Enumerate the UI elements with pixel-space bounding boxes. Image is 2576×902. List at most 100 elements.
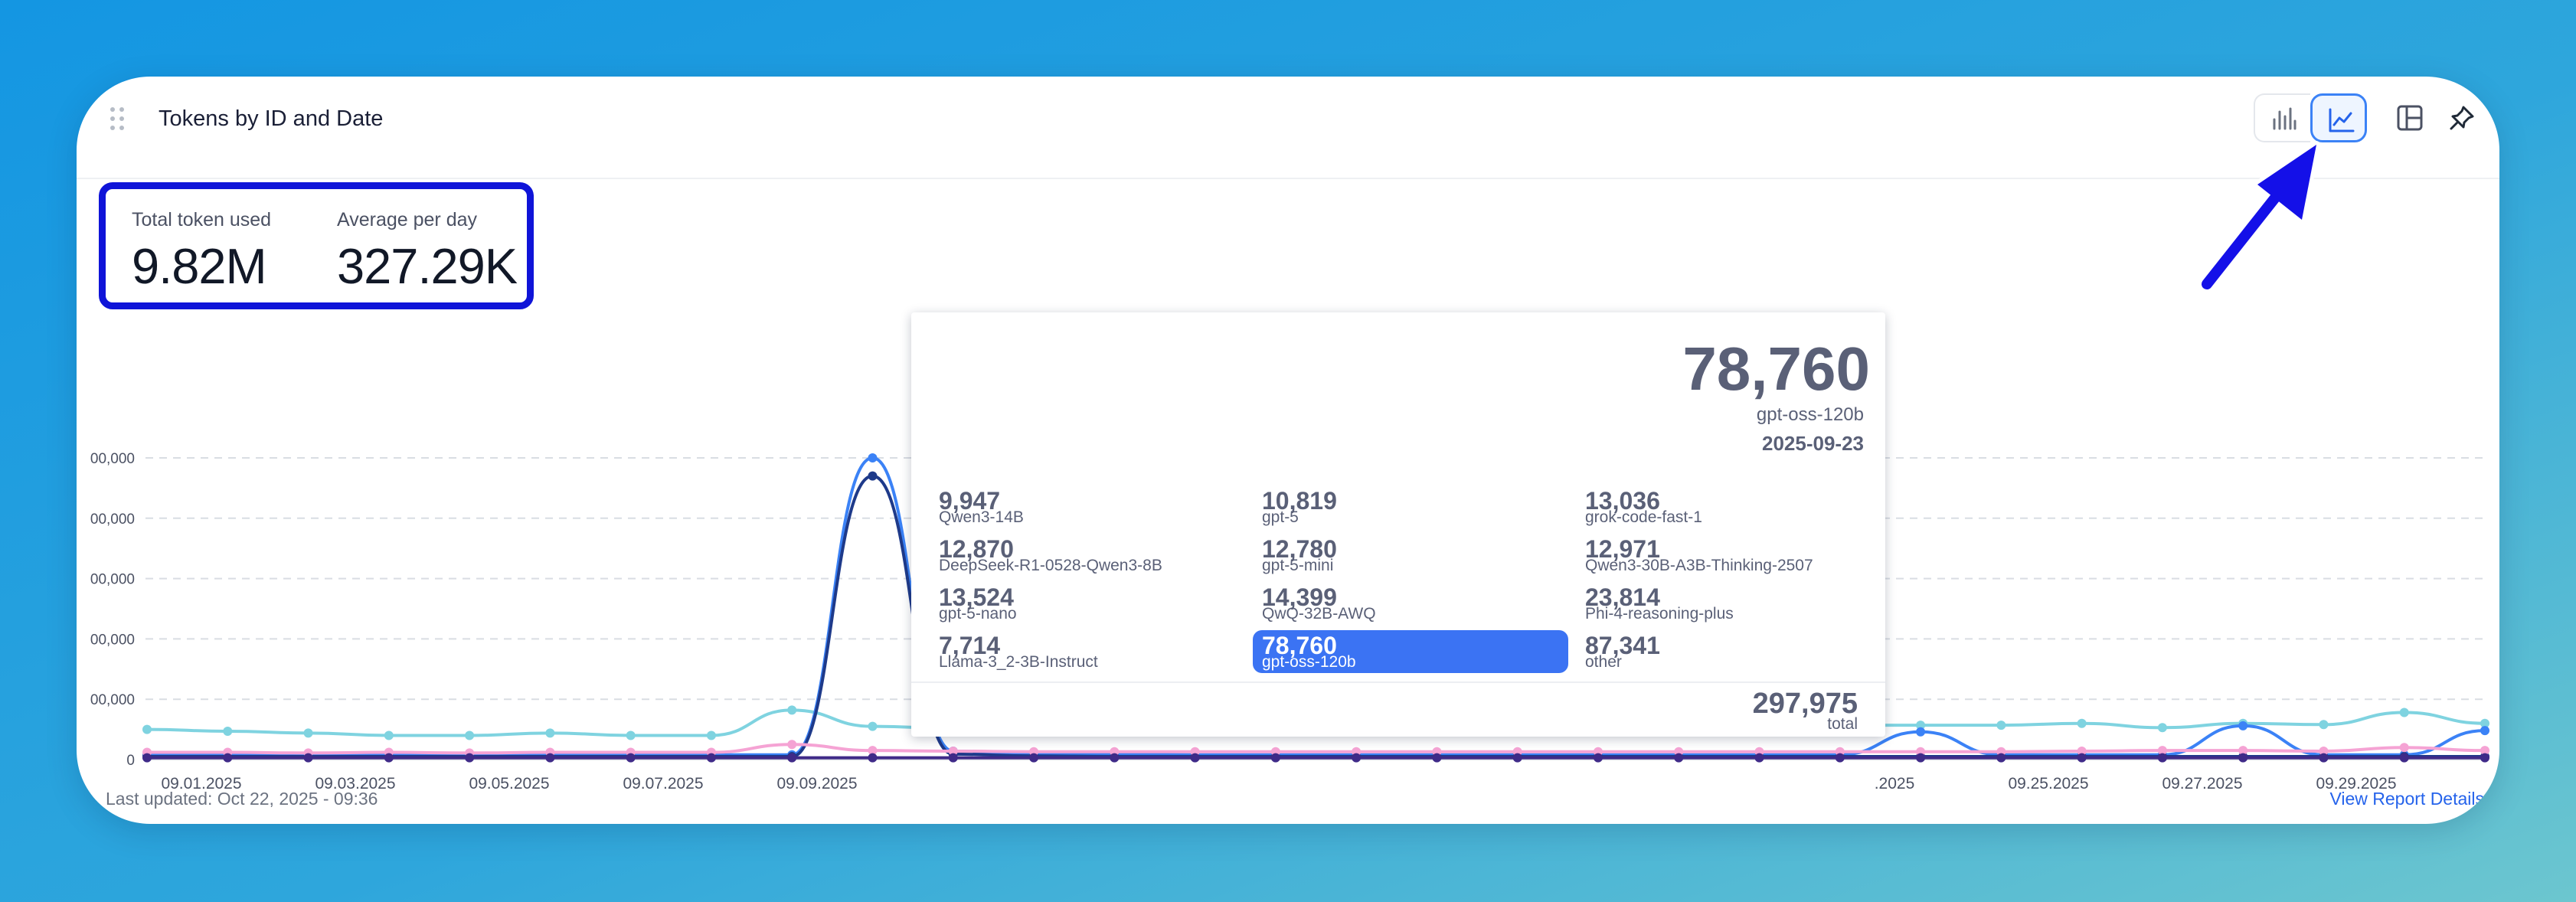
- y-tick-label: 00,000: [90, 632, 135, 648]
- tokens-widget-card: Tokens by ID and Date: [77, 77, 2499, 824]
- data-point[interactable]: [2319, 753, 2329, 763]
- data-point[interactable]: [787, 705, 797, 715]
- data-point[interactable]: [1674, 753, 1684, 763]
- data-point[interactable]: [1593, 753, 1603, 763]
- tooltip-model: gpt-oss-120b: [1756, 404, 1864, 425]
- tooltip-divider: [911, 681, 1885, 683]
- data-point[interactable]: [2480, 753, 2489, 763]
- pin-icon: [2450, 106, 2474, 130]
- data-point[interactable]: [1190, 753, 1200, 763]
- x-tick-label: 09.05.2025: [469, 775, 549, 793]
- data-point[interactable]: [1916, 753, 1926, 763]
- data-point[interactable]: [545, 753, 555, 763]
- kpi-value: 327.29K: [337, 238, 518, 294]
- kpi-label: Average per day: [337, 209, 477, 230]
- data-point[interactable]: [2399, 743, 2409, 753]
- bar-chart-view-button[interactable]: [2254, 93, 2310, 142]
- data-point[interactable]: [626, 730, 636, 740]
- series-line-3[interactable]: [146, 743, 2486, 755]
- tooltip-item-value: 12,780: [1262, 535, 1337, 563]
- tooltip-item-value: 12,971: [1585, 535, 1660, 563]
- line-chart-view-button[interactable]: [2310, 93, 2367, 142]
- kpi-total-tokens: Total token used 9.82M: [132, 209, 271, 295]
- data-point[interactable]: [868, 471, 878, 481]
- data-point[interactable]: [1996, 753, 2006, 763]
- data-point[interactable]: [1996, 721, 2006, 730]
- data-point[interactable]: [2077, 718, 2087, 728]
- line-chart-icon: [2329, 108, 2355, 132]
- data-point[interactable]: [1110, 753, 1120, 763]
- data-point[interactable]: [868, 746, 878, 756]
- tooltip-item-value: 78,760: [1262, 632, 1337, 659]
- data-point[interactable]: [223, 726, 233, 736]
- drag-handle-icon[interactable]: [110, 107, 129, 132]
- pin-button[interactable]: [2434, 93, 2490, 142]
- data-point[interactable]: [787, 740, 797, 750]
- data-point[interactable]: [2399, 708, 2409, 717]
- data-point[interactable]: [1029, 753, 1039, 763]
- data-point[interactable]: [787, 753, 797, 763]
- data-point[interactable]: [706, 753, 716, 763]
- data-point[interactable]: [706, 730, 716, 740]
- data-point[interactable]: [1916, 721, 1926, 730]
- data-point[interactable]: [303, 753, 313, 763]
- data-point[interactable]: [868, 453, 878, 462]
- data-point[interactable]: [142, 724, 152, 734]
- last-updated-text: Last updated: Oct 22, 2025 - 09:36: [106, 789, 378, 809]
- data-point[interactable]: [1270, 753, 1280, 763]
- data-point[interactable]: [868, 721, 878, 731]
- layout-button[interactable]: [2381, 93, 2438, 142]
- tooltip-item-model: other: [1585, 653, 1622, 671]
- chart-tooltip: 78,760 gpt-oss-120b 2025-09-23 9,947 Qwen…: [911, 312, 1885, 737]
- data-point[interactable]: [545, 728, 555, 738]
- data-point[interactable]: [2480, 746, 2489, 756]
- tooltip-item: 12,971 Qwen3-30B-A3B-Thinking-2507: [1576, 534, 1891, 577]
- data-point[interactable]: [2319, 746, 2329, 756]
- y-tick-label: 00,000: [90, 511, 135, 528]
- data-point[interactable]: [2319, 720, 2329, 730]
- data-point[interactable]: [2238, 753, 2248, 763]
- tooltip-item: 10,819 gpt-5: [1253, 485, 1568, 528]
- data-point[interactable]: [868, 753, 878, 763]
- tooltip-item: 9,947 Qwen3-14B: [930, 485, 1245, 528]
- data-point[interactable]: [2238, 721, 2248, 730]
- data-point[interactable]: [1512, 753, 1522, 763]
- data-point[interactable]: [1432, 753, 1442, 763]
- tooltip-item-value: 9,947: [939, 487, 1001, 515]
- annotation-arrow-icon: [2198, 141, 2320, 292]
- data-point[interactable]: [303, 728, 313, 738]
- data-point[interactable]: [142, 753, 152, 763]
- data-point[interactable]: [2157, 746, 2167, 756]
- data-point[interactable]: [2077, 746, 2087, 756]
- data-point[interactable]: [2399, 753, 2409, 763]
- data-point[interactable]: [2077, 753, 2087, 763]
- data-point[interactable]: [465, 753, 475, 763]
- tokens-line-chart[interactable]: 00,000 00,000 00,000 00,000 00,000 0 09.01.202…: [77, 368, 2499, 796]
- data-point[interactable]: [2238, 746, 2248, 756]
- data-point[interactable]: [2157, 753, 2167, 763]
- data-point[interactable]: [2480, 726, 2489, 736]
- data-point[interactable]: [948, 753, 958, 763]
- view-report-link[interactable]: View Report Details: [2329, 789, 2484, 809]
- tooltip-item-model: gpt-5-mini: [1262, 557, 1334, 574]
- tooltip-item: 87,341 other: [1576, 630, 1891, 673]
- data-point[interactable]: [948, 746, 958, 756]
- tooltip-item-value: 13,524: [939, 583, 1014, 611]
- data-point[interactable]: [626, 753, 636, 763]
- data-point[interactable]: [1754, 753, 1764, 763]
- data-point[interactable]: [1835, 753, 1845, 763]
- widget-title: Tokens by ID and Date: [159, 106, 384, 131]
- data-point[interactable]: [1352, 753, 1362, 763]
- data-point[interactable]: [223, 753, 233, 763]
- tooltip-item: 23,814 Phi-4-reasoning-plus: [1576, 582, 1891, 625]
- data-point[interactable]: [384, 730, 394, 740]
- tooltip-item: 7,714 Llama-3_2-3B-Instruct: [930, 630, 1245, 673]
- kpi-highlight-box: Total token used 9.82M Average per day 3…: [99, 182, 534, 309]
- data-point[interactable]: [2157, 723, 2167, 733]
- data-point[interactable]: [1916, 727, 1926, 737]
- data-point[interactable]: [465, 730, 475, 740]
- data-point[interactable]: [384, 753, 394, 763]
- x-tick-label: 09.03.2025: [315, 775, 395, 793]
- data-point[interactable]: [2480, 718, 2489, 728]
- y-tick-label: 00,000: [90, 572, 135, 588]
